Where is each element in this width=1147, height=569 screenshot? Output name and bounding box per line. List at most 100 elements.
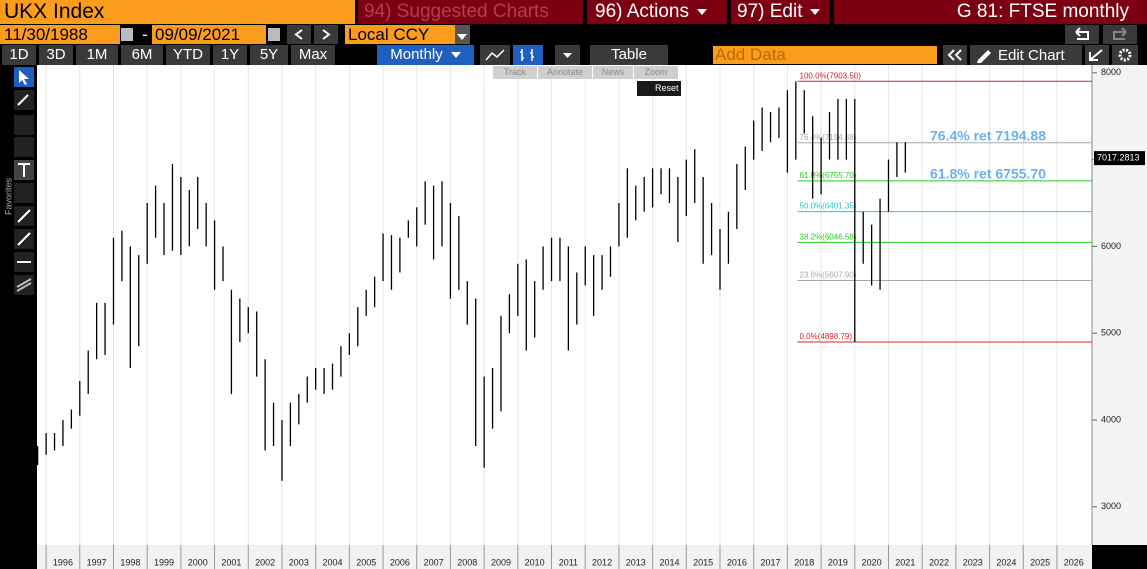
dollar-tool[interactable] <box>14 137 34 157</box>
nav-buttons <box>287 25 338 44</box>
actions-label: 96) Actions <box>595 1 689 22</box>
annotation: 76.4% ret 7194.88 <box>930 127 1046 143</box>
start-date[interactable]: 11/30/1988 <box>0 25 120 44</box>
next-button[interactable] <box>314 25 338 44</box>
chart-tool[interactable]: Track <box>493 66 537 79</box>
x-tick-label: 2019 <box>828 557 848 567</box>
x-tick-label: 2010 <box>525 557 545 567</box>
x-tick-label: 2000 <box>188 557 208 567</box>
bar-style-button[interactable] <box>513 45 543 65</box>
collapse-icon <box>947 49 962 61</box>
draw-icon <box>17 94 29 106</box>
screen-title: G 81: FTSE monthly <box>834 0 1147 24</box>
edit-chart-button[interactable] <box>970 45 1082 65</box>
calendar-icon[interactable] <box>121 28 133 41</box>
prev-button[interactable] <box>287 25 311 44</box>
chart-tool[interactable]: Zoom <box>634 66 678 79</box>
pencil-icon <box>977 50 991 63</box>
y-tick-label: 5000 <box>1101 328 1121 338</box>
dropdown-arrow <box>450 52 461 59</box>
last-price-box <box>1094 151 1145 166</box>
dropdown-arrow <box>697 8 707 15</box>
chart-tool[interactable]: News <box>593 66 633 79</box>
line-icon <box>17 209 31 223</box>
period-button[interactable]: 1D <box>2 45 36 65</box>
redo-button[interactable] <box>1103 25 1137 44</box>
x-tick-label: 2012 <box>592 557 612 567</box>
actions-menu[interactable]: 96) Actions <box>587 0 727 24</box>
x-tick-label: 2018 <box>794 557 814 567</box>
chart-tool[interactable]: Annotate <box>538 66 592 79</box>
edit-menu[interactable]: 97) Edit <box>731 0 830 24</box>
x-tick-label: 2025 <box>1030 557 1050 567</box>
x-tick-label: 2020 <box>862 557 882 567</box>
gear-icon <box>1118 48 1132 62</box>
period-button[interactable]: Max <box>291 45 335 65</box>
y-axis-band <box>1092 65 1147 545</box>
last-price-label: 7017.2813 <box>1097 152 1140 162</box>
frequency-label: Monthly <box>390 46 443 63</box>
period-button[interactable]: 1Y <box>213 45 247 65</box>
plot-background <box>37 65 1092 545</box>
dropdown-arrow <box>810 8 821 15</box>
chart-style-icons <box>480 45 580 65</box>
period-button[interactable]: 6M <box>121 45 163 65</box>
calendar-icon[interactable] <box>268 28 280 41</box>
x-tick-label: 2022 <box>929 557 949 567</box>
undo-button[interactable] <box>1065 25 1099 44</box>
suggested-charts[interactable]: 94) Suggested Charts <box>358 0 583 24</box>
x-tick-label: 2021 <box>895 557 915 567</box>
x-axis-band <box>37 545 1092 569</box>
period-button[interactable]: 5Y <box>250 45 288 65</box>
x-tick-label: 2003 <box>289 557 309 567</box>
x-tick-label: 2026 <box>1064 557 1084 567</box>
x-tick-label: 2013 <box>626 557 646 567</box>
retracement-label: 50.0%(6401.35) <box>800 202 857 211</box>
line-icon <box>485 49 505 61</box>
channel-icon <box>16 278 32 292</box>
x-tick-label: 2002 <box>255 557 275 567</box>
retracement-label: 100.0%(7903.50) <box>800 71 862 80</box>
currency-dropdown[interactable] <box>455 25 470 44</box>
end-date[interactable]: 09/09/2021 <box>152 25 266 44</box>
x-tick-label: 2008 <box>457 557 477 567</box>
x-tick-label: 1997 <box>87 557 107 567</box>
settings-button[interactable] <box>1112 45 1138 65</box>
favorites-label: Favorites <box>3 177 13 215</box>
reset-button[interactable]: Reset <box>637 81 681 96</box>
x-tick-label: 2001 <box>221 557 241 567</box>
pointer-icon <box>19 70 29 85</box>
period-button[interactable]: YTD <box>166 45 210 65</box>
undo-icon <box>1075 27 1089 40</box>
date-separator: - <box>142 25 148 44</box>
x-tick-label: 2011 <box>559 557 578 567</box>
y-tick-label: 6000 <box>1101 241 1121 251</box>
retracement-label: 76.4%(7194.88) <box>800 133 857 142</box>
prev-icon <box>294 29 303 40</box>
next-icon <box>322 29 331 40</box>
draw-icon <box>1089 49 1103 61</box>
x-tick-label: 2016 <box>727 557 747 567</box>
ticker-field[interactable]: UKX Index <box>0 0 355 24</box>
period-button[interactable]: 3D <box>39 45 73 65</box>
period-button[interactable]: 1M <box>76 45 118 65</box>
edit-label: 97) Edit <box>737 1 803 22</box>
annotation: 61.8% ret 6755.70 <box>930 166 1046 182</box>
r-tool[interactable] <box>14 183 34 203</box>
frequency-button[interactable]: Monthly <box>377 45 474 65</box>
undo-redo <box>1065 25 1137 44</box>
segment-icon <box>17 232 31 246</box>
edit-tools: Edit Chart <box>943 45 1138 65</box>
currency-field[interactable]: Local CCY <box>345 25 455 44</box>
sidebar: Favorites <box>3 67 34 295</box>
retracement-label: 0.0%(4898.79) <box>800 332 853 341</box>
retracement-label: 23.6%(5607.90) <box>800 271 857 280</box>
edit-chart-label: Edit Chart <box>998 47 1066 64</box>
add-data-field[interactable]: Add Data <box>713 46 937 64</box>
dropdown-arrow <box>563 53 572 58</box>
table-button[interactable]: Table <box>590 45 668 65</box>
pct-tool[interactable] <box>14 115 34 135</box>
y-tick-label: 8000 <box>1101 67 1121 77</box>
x-tick-label: 1996 <box>53 557 73 567</box>
